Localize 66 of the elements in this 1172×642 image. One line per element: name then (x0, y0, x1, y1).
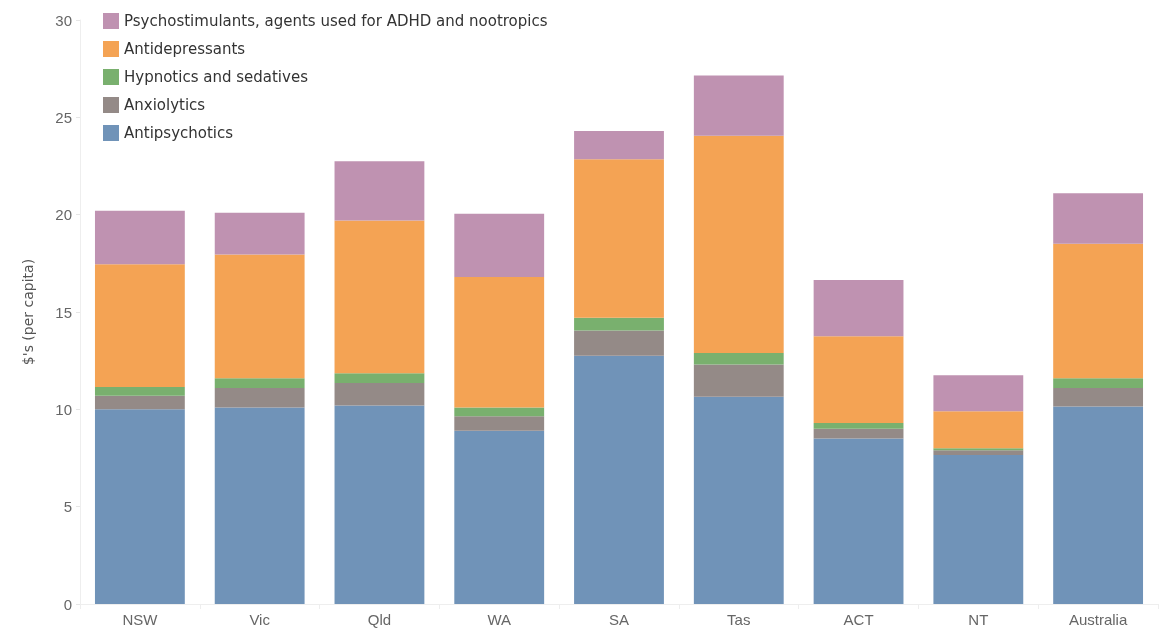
x-tick-label: NSW (122, 611, 159, 628)
bar (1053, 243, 1144, 379)
y-axis-title: $'s (per capita) (20, 258, 36, 366)
bar (94, 386, 185, 396)
bar (1053, 406, 1144, 604)
bar (574, 317, 664, 331)
bar (454, 416, 545, 431)
x-tick-label: Vic (249, 611, 271, 628)
y-tick-label: 15 (55, 303, 72, 321)
y-tick-label: 25 (55, 108, 72, 126)
bar (574, 355, 664, 604)
x-tick-label: WA (487, 611, 512, 628)
bar (1053, 387, 1144, 407)
legend-label: Hypnotics and sedatives (124, 68, 309, 86)
y-tick-label: 5 (63, 498, 72, 516)
y-tick-label: 10 (55, 400, 72, 418)
bar (334, 373, 425, 384)
x-tick-label: ACT (843, 611, 874, 628)
bar (813, 438, 904, 604)
bar (813, 428, 904, 439)
x-tick-label: Tas (727, 611, 751, 628)
bar (214, 212, 305, 255)
bar (693, 352, 784, 365)
legend-label: Antidepressants (124, 40, 246, 58)
bar (214, 387, 305, 408)
bar (94, 395, 185, 410)
bar (454, 276, 545, 408)
bar (933, 455, 1024, 604)
bar (1053, 193, 1144, 244)
bar (1053, 378, 1144, 388)
y-tick-label: 0 (63, 595, 72, 613)
bar (693, 364, 784, 397)
bar (813, 279, 904, 337)
bar (334, 220, 425, 374)
bar (813, 336, 904, 423)
legend-label: Anxiolytics (124, 96, 206, 114)
bar (454, 407, 545, 417)
legend-label: Antipsychotics (124, 124, 234, 142)
bar (813, 422, 904, 429)
bar (94, 409, 185, 604)
bar (574, 159, 664, 318)
bar (693, 396, 784, 604)
bar (214, 254, 305, 379)
bar (693, 75, 784, 136)
x-tick-label: SA (608, 611, 630, 628)
y-tick-label: 20 (55, 206, 72, 224)
bar (214, 378, 305, 388)
bar (933, 411, 1024, 449)
x-tick-label: NT (968, 611, 989, 628)
bar (933, 375, 1024, 412)
bar (454, 213, 545, 277)
bar (334, 383, 425, 406)
bar (574, 330, 664, 356)
x-tick-label: Qld (367, 611, 392, 628)
bar (693, 135, 784, 353)
legend-label: Psychostimulants, agents used for ADHD and nootropics (124, 12, 548, 30)
bar (94, 264, 185, 387)
bar (334, 405, 425, 604)
y-tick-label: 30 (55, 11, 72, 29)
bar (334, 161, 425, 221)
bar (94, 210, 185, 265)
bar (214, 407, 305, 604)
bar (933, 450, 1024, 456)
x-tick-label: Australia (1068, 611, 1128, 628)
bar (454, 430, 545, 604)
bar (574, 130, 664, 160)
